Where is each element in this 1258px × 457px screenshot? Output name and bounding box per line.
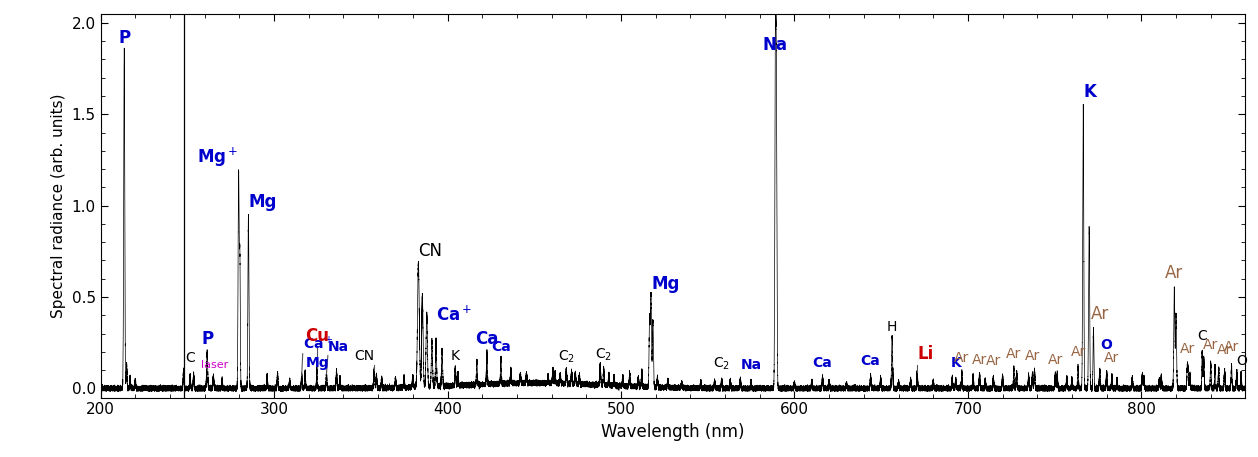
Text: K: K bbox=[450, 349, 460, 363]
Text: Ar: Ar bbox=[1091, 305, 1108, 323]
Text: H: H bbox=[887, 319, 897, 334]
Text: K: K bbox=[950, 356, 961, 370]
Text: Na: Na bbox=[741, 358, 761, 372]
X-axis label: Wavelength (nm): Wavelength (nm) bbox=[601, 423, 745, 441]
Text: Ar: Ar bbox=[1165, 265, 1184, 282]
Text: Ar: Ar bbox=[986, 354, 1001, 368]
Text: laser: laser bbox=[200, 360, 228, 370]
Text: C: C bbox=[1198, 329, 1208, 343]
Text: Mg: Mg bbox=[306, 356, 330, 370]
Text: C$_2$: C$_2$ bbox=[557, 348, 575, 365]
Text: K: K bbox=[1083, 84, 1096, 101]
Text: Ar: Ar bbox=[1025, 349, 1040, 363]
Text: Ca$^+$: Ca$^+$ bbox=[437, 305, 473, 324]
Text: Ca: Ca bbox=[476, 330, 498, 348]
Y-axis label: Spectral radiance (arb. units): Spectral radiance (arb. units) bbox=[52, 93, 67, 318]
Text: Ar: Ar bbox=[1224, 340, 1239, 354]
Text: Ar: Ar bbox=[1048, 352, 1063, 367]
Text: CN: CN bbox=[353, 349, 374, 363]
Text: Ar: Ar bbox=[1006, 347, 1021, 361]
Text: Na: Na bbox=[328, 340, 348, 354]
Text: Li: Li bbox=[917, 345, 933, 363]
Text: CN: CN bbox=[419, 243, 443, 260]
Text: Ca: Ca bbox=[860, 354, 881, 368]
Text: Mg$^+$: Mg$^+$ bbox=[198, 146, 239, 169]
Text: Ar: Ar bbox=[1180, 341, 1195, 356]
Text: Ar: Ar bbox=[955, 351, 970, 365]
Text: Ar: Ar bbox=[1105, 351, 1120, 365]
Text: Ca: Ca bbox=[813, 356, 833, 370]
Text: Mg: Mg bbox=[650, 276, 679, 293]
Text: Ca: Ca bbox=[491, 340, 511, 354]
Text: Ar: Ar bbox=[1216, 343, 1233, 357]
Text: Ar: Ar bbox=[972, 352, 988, 367]
Text: O: O bbox=[1101, 338, 1112, 352]
Text: O: O bbox=[1237, 354, 1248, 368]
Text: Ar: Ar bbox=[1071, 345, 1086, 359]
Text: C$_2$: C$_2$ bbox=[713, 356, 730, 372]
Text: C$_2$: C$_2$ bbox=[595, 346, 613, 363]
Text: Ca$^+$: Ca$^+$ bbox=[303, 335, 333, 352]
Text: P: P bbox=[118, 29, 131, 47]
Text: Ar: Ar bbox=[1203, 338, 1218, 352]
Text: Mg: Mg bbox=[248, 193, 277, 211]
Text: Na: Na bbox=[762, 36, 788, 54]
Text: C: C bbox=[185, 351, 195, 365]
Text: P: P bbox=[201, 330, 213, 348]
Text: Cu: Cu bbox=[304, 327, 328, 345]
